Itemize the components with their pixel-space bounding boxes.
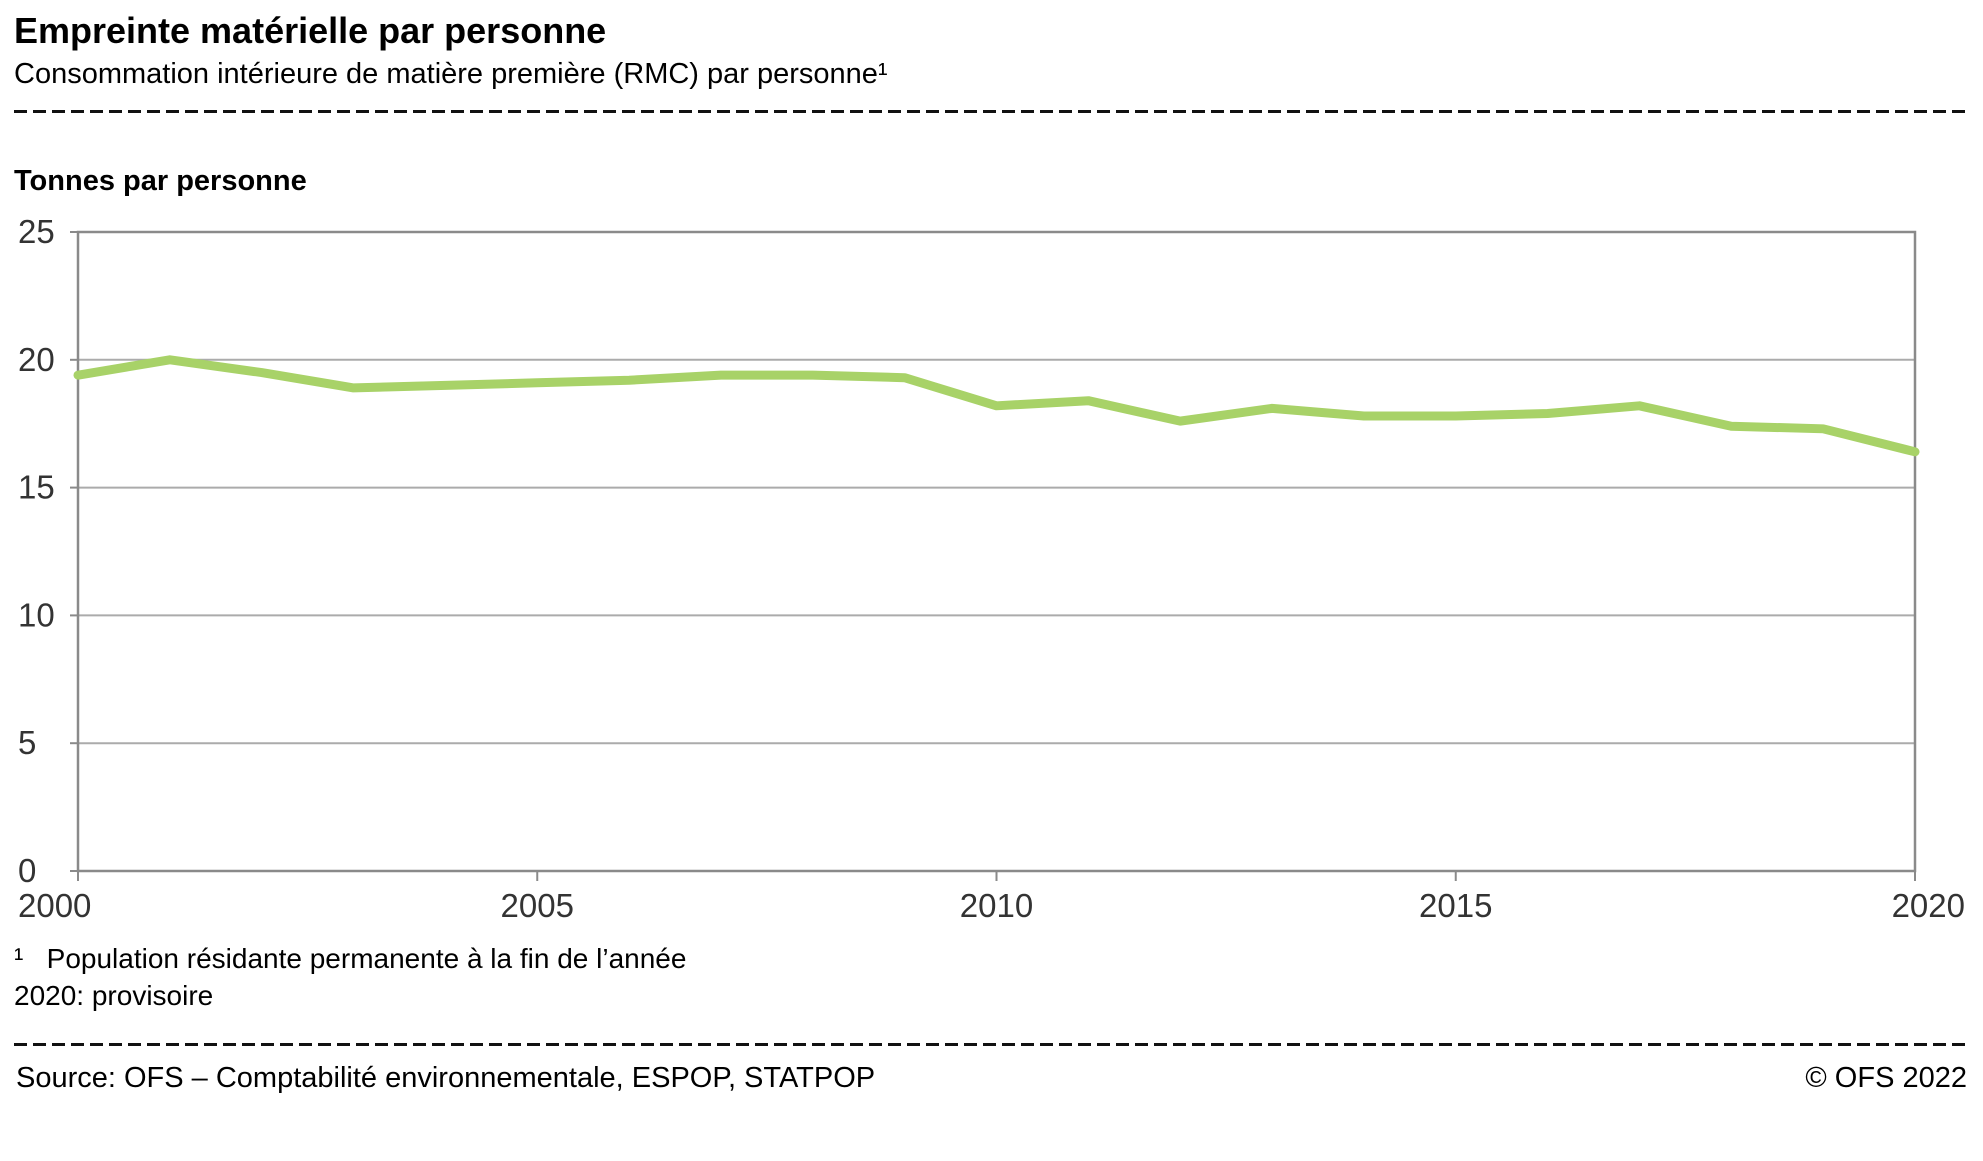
x-tick-label: 2010 (960, 887, 1033, 921)
copyright-text: © OFS 2022 (1805, 1062, 1967, 1095)
line-chart-svg: 0 5 10 15 20 25 2000 2005 2010 2015 2020 (18, 213, 1965, 921)
y-tick-label: 5 (18, 724, 36, 761)
y-tick-label: 20 (18, 341, 55, 378)
x-tick-label: 2015 (1419, 887, 1492, 921)
y-tick-label: 10 (18, 597, 55, 634)
header-separator (14, 110, 1969, 114)
footer: Source: OFS – Comptabilité environnement… (14, 1046, 1969, 1103)
y-tick-label: 0 (18, 852, 36, 889)
footnote-population: ¹ Population résidante permanente à la f… (14, 943, 687, 975)
footer-separator (14, 1043, 1969, 1047)
chart-header: Empreinte matérielle par personne Consom… (14, 10, 1969, 92)
x-tick-label: 2000 (18, 887, 91, 921)
footnotes: ¹ Population résidante permanente à la f… (14, 941, 1969, 1015)
y-axis-unit-label: Tonnes par personne (14, 165, 307, 198)
series-line-rmc-par-personne (73, 355, 1920, 457)
x-tick-label: 2020 (1892, 887, 1965, 921)
y-tick-label: 25 (18, 213, 55, 250)
source-text: Source: OFS – Comptabilité environnement… (16, 1062, 876, 1095)
line-chart: 0 5 10 15 20 25 2000 2005 2010 2015 2020 (14, 206, 1969, 921)
footnote-provisional: 2020: provisoire (14, 980, 214, 1012)
chart-subtitle: Consommation intérieure de matière premi… (14, 58, 888, 91)
x-tick-label: 2005 (501, 887, 574, 921)
plot-border (76, 230, 1917, 873)
y-tick-label: 15 (18, 469, 55, 506)
chart-title: Empreinte matérielle par personne (14, 10, 607, 51)
